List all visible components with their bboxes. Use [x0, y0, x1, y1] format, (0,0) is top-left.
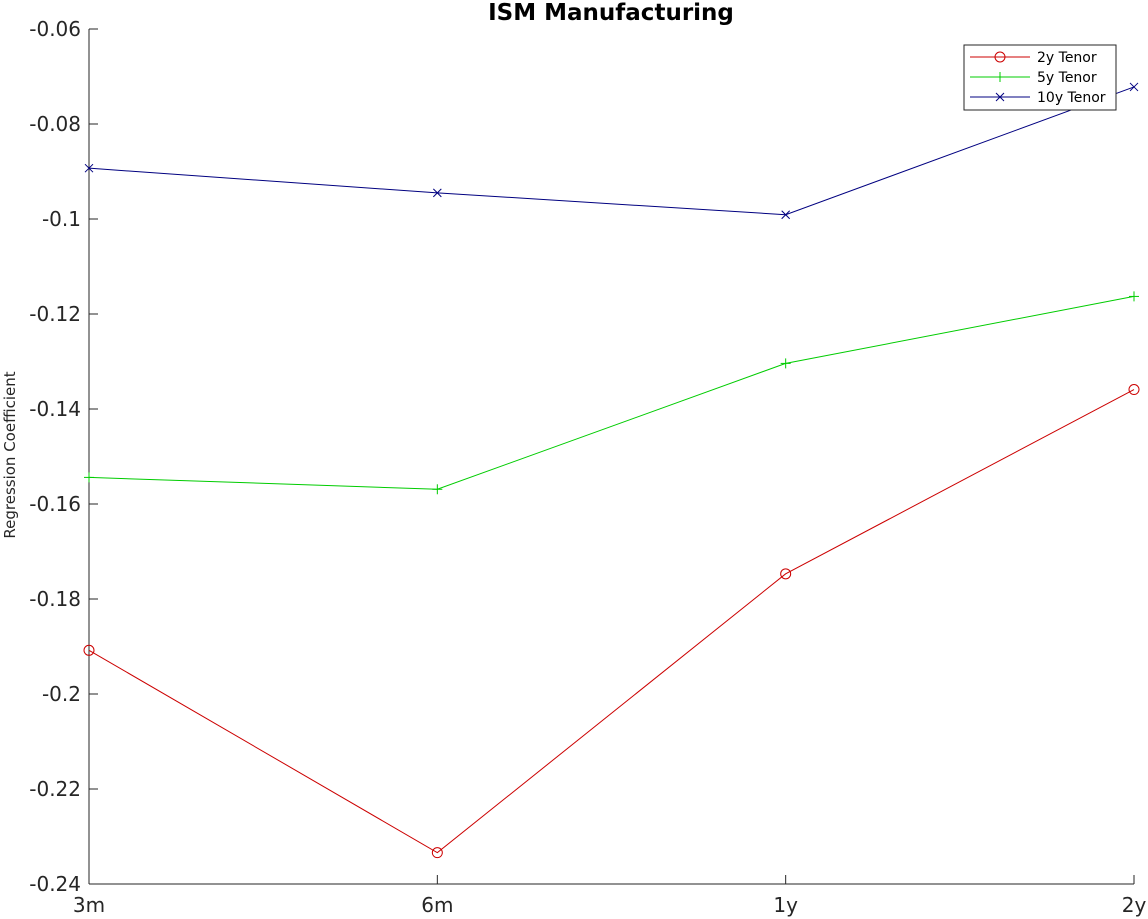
- legend-entry: 5y Tenor: [970, 70, 1097, 86]
- data-point: [1128, 384, 1140, 396]
- series-layer: [83, 82, 1140, 859]
- x-tick-label: 3m: [73, 893, 105, 917]
- data-point: [780, 568, 792, 580]
- y-axis-label: Regression Coefficient: [1, 371, 19, 538]
- y-tick-label: -0.06: [29, 17, 81, 41]
- y-tick-label: -0.18: [29, 587, 81, 611]
- x-tick-label: 6m: [421, 893, 453, 917]
- data-point: [1129, 82, 1139, 92]
- y-tick-label: -0.1: [42, 207, 81, 231]
- data-point: [431, 847, 443, 859]
- legend: 2y Tenor 5y Tenor 10y Tenor: [963, 44, 1117, 111]
- series-line: [88, 86, 1135, 216]
- axes: -0.06 -0.08 -0.1 -0.12 -0.14 -0.16 -0.18 -0.2 -0…: [29, 17, 1146, 917]
- legend-label: 5y Tenor: [1037, 70, 1097, 86]
- y-tick-label: -0.16: [29, 492, 81, 516]
- legend-label: 2y Tenor: [1037, 50, 1097, 66]
- series-1: [84, 291, 1139, 495]
- data-point: [84, 163, 94, 173]
- legend-marker: [994, 51, 1006, 63]
- legend-entry: 2y Tenor: [970, 50, 1097, 66]
- series-2: [84, 82, 1139, 220]
- y-tick-label: -0.22: [29, 777, 81, 801]
- data-point: [780, 358, 791, 369]
- y-tick-label: -0.14: [29, 397, 81, 421]
- y-tick-label: -0.08: [29, 112, 81, 136]
- data-point: [432, 484, 443, 495]
- x-tick-label: 1y: [773, 893, 798, 917]
- legend-marker: [995, 72, 1005, 82]
- y-tick-label: -0.2: [42, 682, 81, 706]
- data-point: [432, 188, 442, 198]
- series-line: [88, 295, 1135, 490]
- series-0: [83, 384, 1140, 859]
- legend-entry: 10y Tenor: [970, 90, 1106, 106]
- y-tick-label: -0.24: [29, 872, 81, 896]
- legend-label: 10y Tenor: [1037, 90, 1106, 106]
- x-tick-label: 2y: [1122, 893, 1147, 917]
- chart-title: ISM Manufacturing: [488, 0, 734, 26]
- legend-marker: [995, 92, 1005, 102]
- data-point: [781, 210, 791, 220]
- data-point: [1129, 291, 1139, 302]
- y-tick-label: -0.12: [29, 302, 81, 326]
- data-point: [84, 472, 94, 483]
- series-line: [88, 389, 1135, 854]
- data-point: [83, 644, 95, 656]
